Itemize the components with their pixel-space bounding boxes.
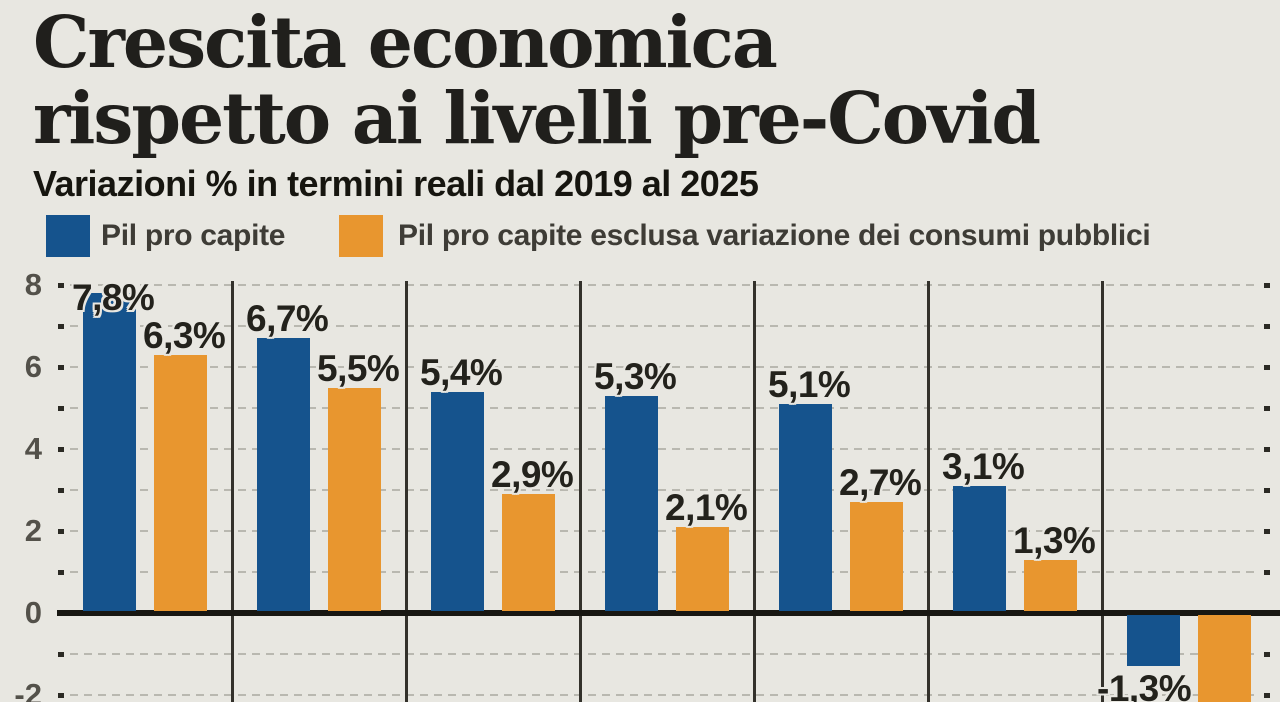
group-separator (1101, 281, 1104, 702)
gridline (70, 653, 1260, 655)
group-separator (405, 281, 408, 702)
y-axis-tick-right (1264, 652, 1270, 657)
y-axis-tick-right (1264, 488, 1270, 493)
bar-value-label: 5,5% (317, 348, 400, 389)
y-axis-tick-right (1264, 324, 1270, 329)
gridline (70, 448, 1260, 450)
bar-pil-esclusa-consumi-pubblici (850, 502, 903, 611)
y-axis-tick-left (58, 570, 64, 575)
y-axis-tick-right (1264, 529, 1270, 534)
y-axis-tick-right (1264, 570, 1270, 575)
bar-value-label: 1,3% (1013, 520, 1096, 561)
gridline (70, 325, 1260, 327)
gridline (70, 530, 1260, 532)
chart-title: Crescita economica rispetto ai livelli p… (33, 0, 1041, 160)
gridline (70, 284, 1260, 286)
legend-swatch-pil-esclusa-consumi-pubblici (339, 215, 383, 257)
y-axis-tick-left (58, 365, 64, 370)
bar-pil-pro-capite (953, 486, 1006, 611)
bar-value-label: 5,4% (420, 352, 503, 393)
group-separator (231, 281, 234, 702)
bar-pil-esclusa-consumi-pubblici (328, 388, 381, 611)
y-axis-tick-right (1264, 447, 1270, 452)
gridline (70, 571, 1260, 573)
bar-pil-esclusa-consumi-pubblici (154, 355, 207, 611)
y-axis-tick-right (1264, 365, 1270, 370)
group-separator (579, 281, 582, 702)
bar-pil-pro-capite (1127, 615, 1180, 666)
y-axis-tick-left (58, 529, 64, 534)
y-axis-tick-right (1264, 693, 1270, 698)
bar-value-label: 7,8% (72, 277, 155, 318)
bar-value-label: 6,7% (246, 298, 329, 339)
gridline (70, 366, 1260, 368)
legend-swatch-pil-pro-capite (46, 215, 90, 257)
y-axis-label: 2 (24, 513, 42, 548)
bar-pil-pro-capite (83, 293, 136, 611)
y-axis-tick-left (58, 488, 64, 493)
bar-pil-esclusa-consumi-pubblici-cutoff (1198, 615, 1251, 702)
group-separator (927, 281, 930, 702)
gridline (70, 489, 1260, 491)
y-axis-label: 4 (24, 431, 42, 466)
bar-value-label: 2,9% (491, 454, 574, 495)
legend-label-pil-pro-capite: Pil pro capite (101, 219, 286, 252)
y-axis-tick-left (58, 652, 64, 657)
bar-pil-pro-capite (605, 396, 658, 611)
bar-value-label: 5,1% (768, 364, 851, 405)
bar-value-label: 6,3% (143, 315, 226, 356)
y-axis-label: 8 (24, 267, 42, 302)
bar-value-label: 2,1% (665, 487, 748, 528)
bar-value-label: 2,7% (839, 462, 922, 503)
gridline (70, 407, 1260, 409)
gridline (70, 694, 1260, 696)
y-axis-tick-left (58, 283, 64, 288)
y-axis-label: 6 (24, 349, 42, 384)
y-axis-tick-left (58, 324, 64, 329)
bar-value-label: -1,3% (1097, 668, 1192, 702)
y-axis-tick-left (58, 447, 64, 452)
y-axis-tick-left (58, 693, 64, 698)
chart-title-line2: rispetto ai livelli pre-Covid (33, 76, 1041, 160)
bar-pil-esclusa-consumi-pubblici (676, 527, 729, 611)
bar-pil-esclusa-consumi-pubblici (1024, 560, 1077, 611)
bar-pil-pro-capite (431, 392, 484, 611)
y-axis-tick-right (1264, 406, 1270, 411)
legend-label-pil-esclusa-consumi-pubblici: Pil pro capite esclusa variazione dei co… (398, 219, 1151, 252)
bar-pil-esclusa-consumi-pubblici (502, 494, 555, 611)
chart-title-line1: Crescita economica (33, 0, 778, 84)
y-axis-label: 0 (24, 595, 42, 630)
bar-pil-pro-capite (779, 404, 832, 611)
chart-subtitle: Variazioni % in termini reali dal 2019 a… (33, 163, 759, 204)
bar-value-label: 5,3% (594, 356, 677, 397)
y-axis-label: -2 (14, 677, 42, 702)
y-axis-tick-left (58, 406, 64, 411)
bar-value-label: 3,1% (942, 446, 1025, 487)
group-separator (753, 281, 756, 702)
bar-pil-pro-capite (257, 338, 310, 611)
zero-axis-line (57, 610, 1280, 616)
y-axis-tick-right (1264, 283, 1270, 288)
